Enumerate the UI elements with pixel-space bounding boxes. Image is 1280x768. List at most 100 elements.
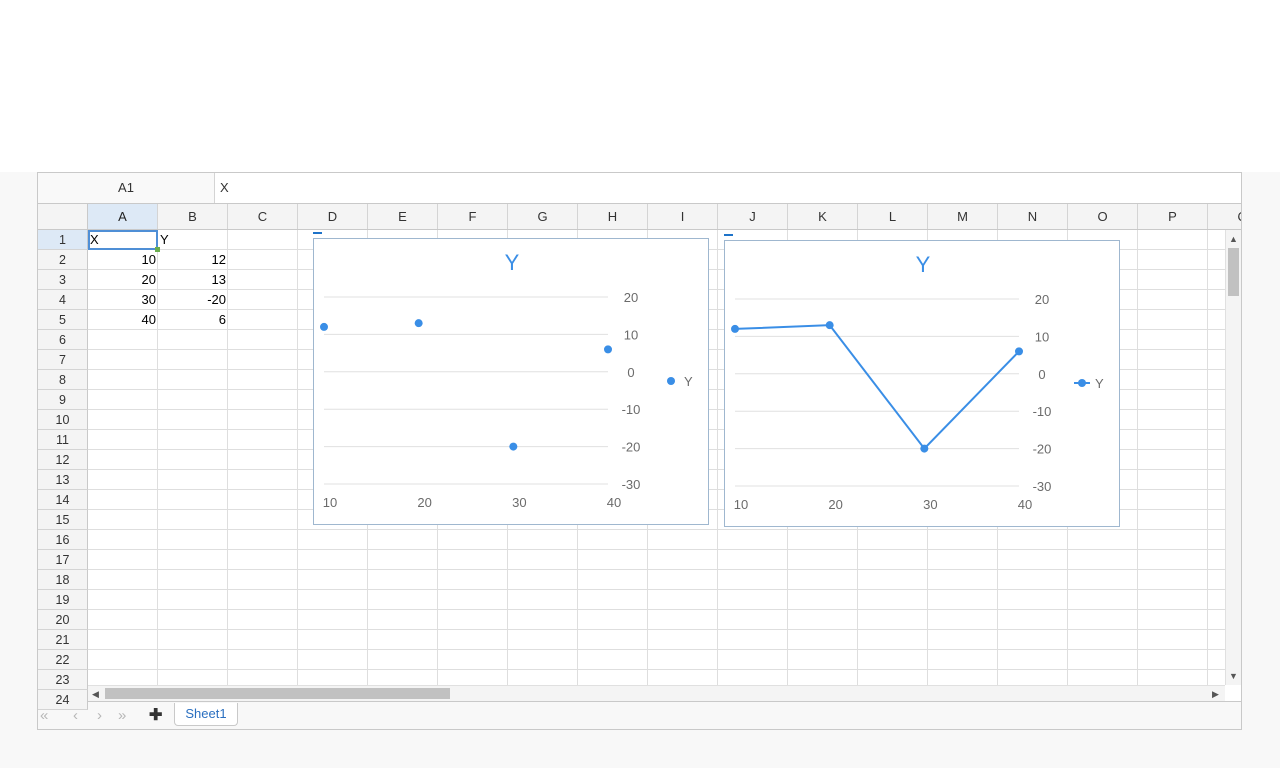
column-header-c[interactable]: C — [228, 204, 298, 229]
y-tick-label: 0 — [627, 365, 634, 380]
x-tick-label: 40 — [1018, 497, 1032, 512]
cell-B3[interactable]: 13 — [211, 272, 226, 287]
row-header-3[interactable]: 3 — [38, 270, 88, 290]
row-header-16[interactable]: 16 — [38, 530, 88, 550]
column-header-e[interactable]: E — [368, 204, 438, 229]
row-header-12[interactable]: 12 — [38, 450, 88, 470]
cell-A2[interactable]: 10 — [141, 252, 156, 267]
row-header-20[interactable]: 20 — [38, 610, 88, 630]
chevron-right-icon[interactable]: › — [97, 707, 102, 724]
column-header-l[interactable]: L — [858, 204, 928, 229]
row-header-2[interactable]: 2 — [38, 250, 88, 270]
legend-label: Y — [1095, 376, 1104, 391]
y-tick-label: -20 — [1033, 442, 1052, 457]
cell-B1[interactable]: Y — [160, 232, 169, 247]
column-headers: ABCDEFGHIJKLMNOPQ — [38, 204, 1241, 230]
formula-input[interactable]: X — [220, 180, 229, 195]
y-tick-label: 10 — [624, 327, 638, 342]
data-point — [825, 321, 834, 330]
plus-icon[interactable]: ✚ — [149, 707, 163, 724]
scroll-down-icon[interactable]: ▼ — [1229, 671, 1238, 681]
row-header-7[interactable]: 7 — [38, 350, 88, 370]
cell-B4[interactable]: -20 — [207, 292, 226, 307]
double-chevron-right-icon[interactable]: » — [118, 707, 127, 724]
name-box[interactable]: A1 — [38, 173, 215, 203]
chart-1-anchor-handle[interactable] — [313, 232, 322, 234]
row-header-10[interactable]: 10 — [38, 410, 88, 430]
scroll-left-icon[interactable]: ◀ — [92, 689, 99, 699]
row-header-22[interactable]: 22 — [38, 650, 88, 670]
data-point — [320, 322, 328, 331]
row-header-21[interactable]: 21 — [38, 630, 88, 650]
cell-A3[interactable]: 20 — [141, 272, 156, 287]
data-point — [604, 345, 612, 354]
series-line — [734, 324, 1020, 451]
row-header-8[interactable]: 8 — [38, 370, 88, 390]
column-header-b[interactable]: B — [158, 204, 228, 229]
column-header-a[interactable]: A — [88, 204, 158, 229]
column-header-q[interactable]: Q — [1208, 204, 1241, 229]
y-tick-label: -10 — [1033, 404, 1052, 419]
y-tick-label: -30 — [622, 477, 641, 492]
line-chart-svg: Y 20 10 0 -10 -20 -30 10 20 30 40 Y — [731, 252, 1104, 512]
column-header-m[interactable]: M — [928, 204, 998, 229]
cell-B5[interactable]: 6 — [218, 312, 226, 327]
column-header-d[interactable]: D — [298, 204, 368, 229]
column-header-k[interactable]: K — [788, 204, 858, 229]
y-tick-label: 20 — [1035, 292, 1049, 307]
x-tick-label: 10 — [734, 497, 748, 512]
row-header-11[interactable]: 11 — [38, 430, 88, 450]
column-header-o[interactable]: O — [1068, 204, 1138, 229]
line-chart[interactable]: Y 20 10 0 -10 -20 -30 10 20 30 40 Y — [724, 240, 1120, 527]
row-header-1[interactable]: 1 — [38, 230, 88, 250]
column-header-j[interactable]: J — [718, 204, 788, 229]
row-header-19[interactable]: 19 — [38, 590, 88, 610]
y-tick-label: -30 — [1033, 479, 1052, 494]
y-tick-label: 10 — [1035, 329, 1049, 344]
column-header-p[interactable]: P — [1138, 204, 1208, 229]
chart-title: Y — [916, 252, 931, 277]
data-point — [731, 324, 739, 333]
select-all-corner[interactable] — [38, 204, 88, 229]
vertical-scrollbar[interactable]: ▲ ▼ — [1225, 230, 1241, 685]
vertical-scroll-thumb[interactable] — [1228, 248, 1239, 296]
x-tick-label: 20 — [828, 497, 842, 512]
cell-A4[interactable]: 30 — [141, 292, 156, 307]
column-header-h[interactable]: H — [578, 204, 648, 229]
row-header-17[interactable]: 17 — [38, 550, 88, 570]
y-tick-label: -10 — [622, 402, 641, 417]
row-header-15[interactable]: 15 — [38, 510, 88, 530]
double-chevron-left-icon[interactable]: « — [40, 707, 49, 724]
row-header-18[interactable]: 18 — [38, 570, 88, 590]
row-header-6[interactable]: 6 — [38, 330, 88, 350]
cell-B2[interactable]: 12 — [211, 252, 226, 267]
x-tick-label: 10 — [323, 495, 337, 510]
data-point — [920, 444, 929, 453]
spreadsheet-app: A1 X ABCDEFGHIJKLMNOPQ X Y 10 12 20 13 3… — [37, 172, 1242, 730]
chevron-left-icon[interactable]: ‹ — [73, 707, 78, 724]
row-header-24[interactable]: 24 — [38, 690, 88, 710]
column-header-n[interactable]: N — [998, 204, 1068, 229]
row-header-13[interactable]: 13 — [38, 470, 88, 490]
scatter-chart[interactable]: Y 20 10 0 -10 -20 -30 10 20 30 40 Y — [313, 238, 709, 525]
cell-A1[interactable]: X — [90, 232, 99, 247]
column-header-g[interactable]: G — [508, 204, 578, 229]
chart-2-anchor-handle[interactable] — [724, 234, 733, 236]
horizontal-scroll-thumb[interactable] — [105, 688, 450, 699]
formula-bar: A1 X — [38, 173, 1241, 204]
cell-A5[interactable]: 40 — [141, 312, 156, 327]
sheet-tab-sheet1[interactable]: Sheet1 — [174, 703, 238, 726]
column-header-i[interactable]: I — [648, 204, 718, 229]
horizontal-scrollbar[interactable]: ◀ ▶ — [88, 685, 1225, 701]
scroll-up-icon[interactable]: ▲ — [1229, 234, 1238, 244]
scroll-right-icon[interactable]: ▶ — [1212, 689, 1219, 699]
row-header-9[interactable]: 9 — [38, 390, 88, 410]
row-header-23[interactable]: 23 — [38, 670, 88, 690]
row-header-5[interactable]: 5 — [38, 310, 88, 330]
row-header-4[interactable]: 4 — [38, 290, 88, 310]
column-header-f[interactable]: F — [438, 204, 508, 229]
fill-handle[interactable] — [155, 247, 160, 252]
data-point — [1015, 347, 1023, 356]
x-tick-label: 30 — [512, 495, 526, 510]
row-header-14[interactable]: 14 — [38, 490, 88, 510]
